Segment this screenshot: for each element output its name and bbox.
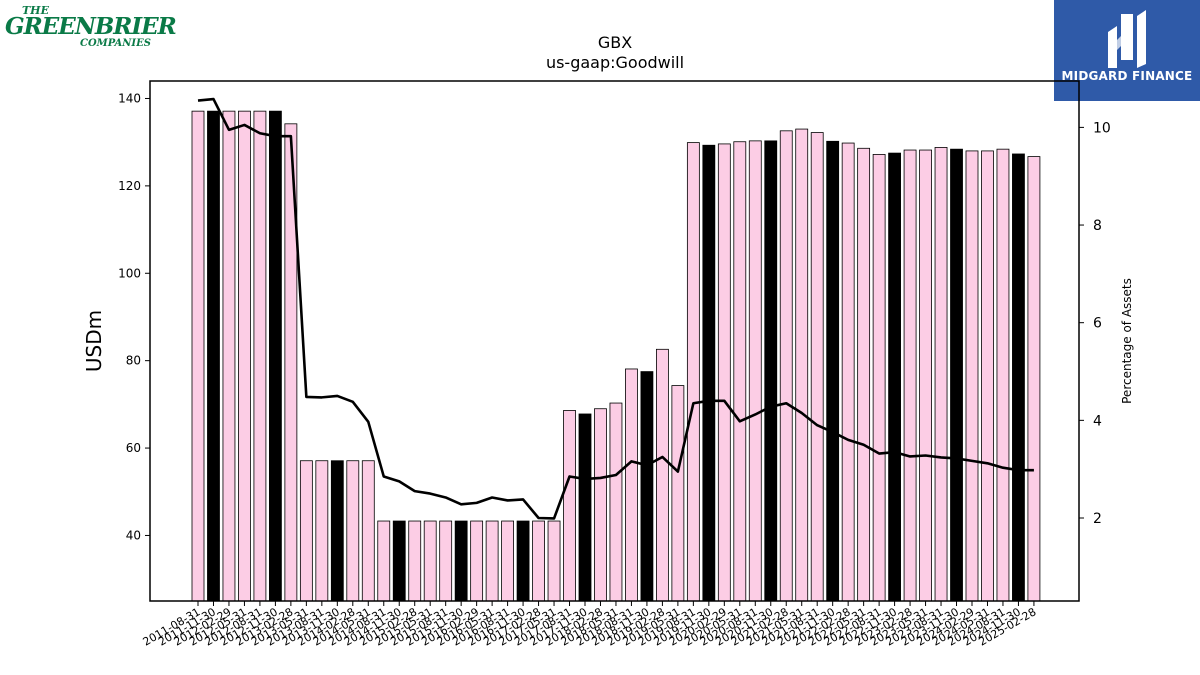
bar-series xyxy=(191,110,1041,602)
axes: 4060801001201402468102011-08-312011-11-3… xyxy=(118,80,1111,649)
bar-2014-05-31 xyxy=(361,460,375,602)
bar-2017-02-28 xyxy=(532,520,545,602)
bar-2020-11-30 xyxy=(764,140,778,602)
y-tick-label: 140 xyxy=(118,91,141,105)
bar-2021-02-28 xyxy=(779,130,793,602)
bar-2020-05-31 xyxy=(733,141,747,602)
chart-title: GBX xyxy=(598,33,632,52)
y-tick-label: 80 xyxy=(126,354,141,368)
bar-2014-11-30 xyxy=(392,520,406,602)
bar-2025-02-28 xyxy=(1027,156,1041,602)
bar-2020-08-31 xyxy=(748,140,762,602)
bar-2021-08-31 xyxy=(810,132,824,602)
y-tick-label: 120 xyxy=(118,179,141,193)
percentage-line xyxy=(197,97,1034,520)
bar-2020-02-29 xyxy=(717,143,731,602)
bar-2019-02-28 xyxy=(656,348,669,602)
bar-2023-05-31 xyxy=(919,149,932,602)
bar-2012-11-30 xyxy=(268,110,282,602)
logo-the: THE xyxy=(22,4,49,17)
bar-2021-11-30 xyxy=(826,140,840,602)
y2-tick-label: 4 xyxy=(1093,413,1102,429)
bar-2022-11-30 xyxy=(888,152,901,602)
y2-tick-label: 8 xyxy=(1093,218,1102,234)
y-axis-label: USDm xyxy=(82,310,106,372)
bar-2018-11-30 xyxy=(640,371,654,602)
bar-2017-08-31 xyxy=(563,410,576,602)
bar-2012-05-31 xyxy=(238,110,251,602)
bar-2015-02-28 xyxy=(408,520,422,602)
plot-frame xyxy=(149,80,1080,602)
bar-2019-08-31 xyxy=(686,142,700,602)
y-tick-label: 60 xyxy=(126,441,141,455)
bar-2015-11-30 xyxy=(454,520,468,602)
bar-2012-08-31 xyxy=(253,110,267,602)
bar-2024-02-29 xyxy=(965,150,979,602)
bar-2018-02-28 xyxy=(594,408,607,602)
bar-2024-11-30 xyxy=(1012,153,1025,602)
bar-2012-02-29 xyxy=(222,110,236,602)
midgard-name: MIDGARD FINANCE xyxy=(1061,69,1193,83)
bar-2022-08-31 xyxy=(872,154,886,602)
bar-2022-05-31 xyxy=(857,147,871,602)
chart-subtitle: us-gaap:Goodwill xyxy=(546,53,684,72)
bar-2016-05-31 xyxy=(485,520,499,602)
bar-2024-05-31 xyxy=(981,150,994,602)
bar-2016-02-29 xyxy=(470,520,484,602)
y2-axis-label: Percentage of Assets xyxy=(1120,278,1134,404)
bar-2011-08-31 xyxy=(191,110,205,602)
bar-2016-08-31 xyxy=(501,520,515,602)
bar-2022-02-28 xyxy=(841,142,855,602)
y-tick-label: 40 xyxy=(126,528,141,542)
bar-2016-11-30 xyxy=(516,520,530,602)
bar-2015-08-31 xyxy=(439,520,453,602)
bar-2014-08-31 xyxy=(377,520,391,602)
y2-tick-label: 2 xyxy=(1093,511,1102,527)
bar-2023-11-30 xyxy=(950,148,963,602)
bar-2013-08-31 xyxy=(315,460,329,602)
bar-2017-05-31 xyxy=(547,520,561,602)
bar-2015-05-31 xyxy=(423,520,437,602)
logo-main: GREENBRIER xyxy=(5,13,177,40)
bar-2023-08-31 xyxy=(934,147,948,602)
bar-2011-11-30 xyxy=(207,110,220,602)
bar-2024-08-31 xyxy=(996,148,1010,602)
greenbrier-logo: THE GREENBRIER COMPANIES xyxy=(4,4,177,50)
line-series xyxy=(197,97,1034,520)
bar-2018-05-31 xyxy=(609,402,623,602)
bar-2023-02-28 xyxy=(903,149,917,602)
midgard-mark-icon xyxy=(1108,10,1146,68)
y2-tick-label: 6 xyxy=(1093,316,1102,332)
logo-sub: COMPANIES xyxy=(80,38,151,49)
bar-2021-05-31 xyxy=(795,128,809,602)
bar-2018-08-31 xyxy=(625,368,638,602)
bar-2019-05-31 xyxy=(671,385,685,602)
bar-2013-05-31 xyxy=(299,460,313,602)
bar-2013-11-30 xyxy=(330,460,344,602)
bar-2014-02-28 xyxy=(346,460,360,602)
y-tick-label: 100 xyxy=(118,266,141,280)
bar-2019-11-30 xyxy=(702,144,716,602)
y2-tick-label: 10 xyxy=(1093,120,1111,136)
bar-2017-11-30 xyxy=(578,413,592,602)
